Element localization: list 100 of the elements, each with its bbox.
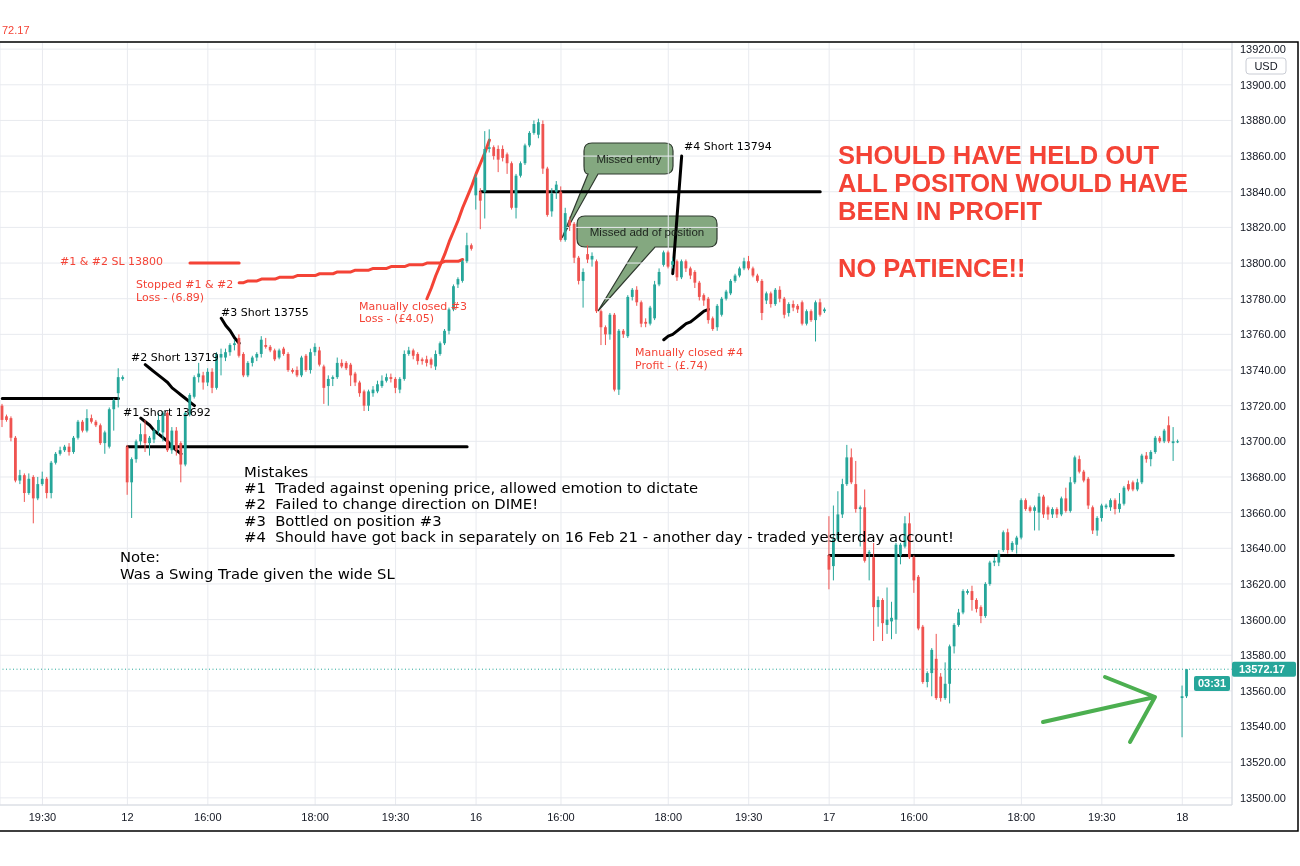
candlestick xyxy=(326,374,330,407)
x-tick-label: 19:30 xyxy=(1088,810,1116,823)
candlestick xyxy=(18,469,22,485)
candlestick xyxy=(550,187,554,218)
y-tick-label: 13900.00 xyxy=(1240,78,1286,91)
y-tick-label: 13880.00 xyxy=(1240,114,1286,127)
candlestick xyxy=(192,374,196,400)
y-tick-label: 13640.00 xyxy=(1240,542,1286,555)
annotation: Note: Was a Swing Trade given the wide SL xyxy=(120,548,396,582)
candlestick xyxy=(309,348,312,375)
y-tick-label: 13720.00 xyxy=(1240,399,1286,412)
candlestick xyxy=(604,324,607,346)
candlestick xyxy=(241,351,245,378)
candlestick xyxy=(706,296,710,325)
x-tick-label: 16:00 xyxy=(547,810,575,823)
candlestick xyxy=(876,595,880,628)
candlestick xyxy=(259,335,263,359)
x-tick-label: 16 xyxy=(469,810,483,823)
candlestick xyxy=(912,554,916,594)
candlestick xyxy=(1006,528,1010,555)
y-tick-label: 13660.00 xyxy=(1240,506,1286,519)
candlestick xyxy=(349,362,353,387)
y-tick-label: 13580.00 xyxy=(1240,649,1286,662)
candlestick xyxy=(45,476,49,499)
candlestick xyxy=(782,296,786,319)
y-tick-label: 13840.00 xyxy=(1240,185,1286,198)
candlestick xyxy=(116,367,120,408)
candlestick xyxy=(487,128,491,154)
candlestick xyxy=(148,435,151,457)
candlestick xyxy=(1118,492,1121,514)
candlestick xyxy=(1033,505,1036,531)
candlestick xyxy=(899,542,902,565)
text: 72.17 xyxy=(2,24,30,36)
candlestick xyxy=(697,280,701,301)
candlestick xyxy=(684,258,688,273)
x-tick-label: 18 xyxy=(1176,810,1189,823)
y-tick-label: 13520.00 xyxy=(1240,756,1286,769)
annotation: SHOULD HAVE HELD OUT ALL POSITON WOULD HAVE BEEN IN PROFIT xyxy=(838,141,1188,225)
y-tick-label: 13800.00 xyxy=(1240,256,1286,269)
candlestick xyxy=(635,285,639,307)
annotation: NO PATIENCE!! xyxy=(838,254,1026,282)
candlestick xyxy=(505,152,509,175)
annotation: Manually closed #4 Profit - (£.74) xyxy=(635,346,744,373)
candlestick xyxy=(322,364,326,405)
candlestick xyxy=(1095,515,1099,537)
candlestick xyxy=(197,362,201,383)
candlestick xyxy=(715,303,719,332)
x-tick-label: 18:00 xyxy=(654,810,683,823)
y-tick-label: 13620.00 xyxy=(1240,577,1286,590)
y-tick-label: 13760.00 xyxy=(1240,328,1286,341)
ref-line-label: 13572.17 xyxy=(1239,663,1285,676)
candlestick xyxy=(890,601,893,640)
x-tick-label: 16:00 xyxy=(194,810,222,823)
candlestick xyxy=(22,472,26,503)
y-tick-label: 13560.00 xyxy=(1240,684,1286,697)
candlestick xyxy=(434,349,437,371)
candlestick xyxy=(474,173,478,211)
y-tick-label: 13500.00 xyxy=(1240,791,1286,804)
annotation: #1 & #2 SL 13800 xyxy=(60,255,164,268)
y-tick-label: 13600.00 xyxy=(1240,613,1286,626)
candlestick xyxy=(1091,505,1095,535)
candlestick xyxy=(536,118,540,139)
annotation: #4 Short 13794 xyxy=(684,140,772,153)
candlestick xyxy=(103,430,107,455)
candlestick xyxy=(201,371,205,391)
candlestick xyxy=(139,423,142,446)
y-axis-title: USD xyxy=(1254,60,1278,72)
candlestick xyxy=(461,258,464,284)
candlestick xyxy=(577,255,581,285)
x-tick-label: 17 xyxy=(823,810,836,823)
y-tick-label: 13920.00 xyxy=(1240,43,1286,56)
candlestick xyxy=(112,398,116,432)
x-tick-label: 19:30 xyxy=(28,810,57,823)
y-tick-label: 13780.00 xyxy=(1240,292,1286,305)
y-tick-label: 13540.00 xyxy=(1240,720,1286,733)
candlestick xyxy=(1042,494,1045,519)
candlestick xyxy=(881,597,884,642)
candlestick xyxy=(367,389,370,412)
x-tick-label: 18:00 xyxy=(301,810,329,823)
candlestick xyxy=(1167,415,1171,444)
x-tick-label: 19:30 xyxy=(381,810,410,823)
y-tick-label: 13740.00 xyxy=(1240,363,1286,376)
candlestick xyxy=(800,299,804,326)
candlestick xyxy=(300,355,303,378)
candlestick xyxy=(988,560,992,587)
candlestick xyxy=(27,472,31,496)
line-series xyxy=(237,257,465,285)
x-tick-label: 12 xyxy=(121,810,134,823)
y-tick-label: 13700.00 xyxy=(1240,435,1286,448)
candlestick xyxy=(496,144,500,173)
candlestick xyxy=(1001,529,1005,553)
x-tick-label: 16:00 xyxy=(900,810,928,823)
candlestick xyxy=(170,426,174,455)
candlestick xyxy=(478,187,482,230)
candlestick xyxy=(335,357,339,380)
candlestick xyxy=(317,346,321,367)
y-tick-label: 13820.00 xyxy=(1240,221,1286,234)
candlestick xyxy=(639,299,643,328)
candlestick xyxy=(58,446,62,457)
x-tick-label: 18:00 xyxy=(1007,810,1036,823)
